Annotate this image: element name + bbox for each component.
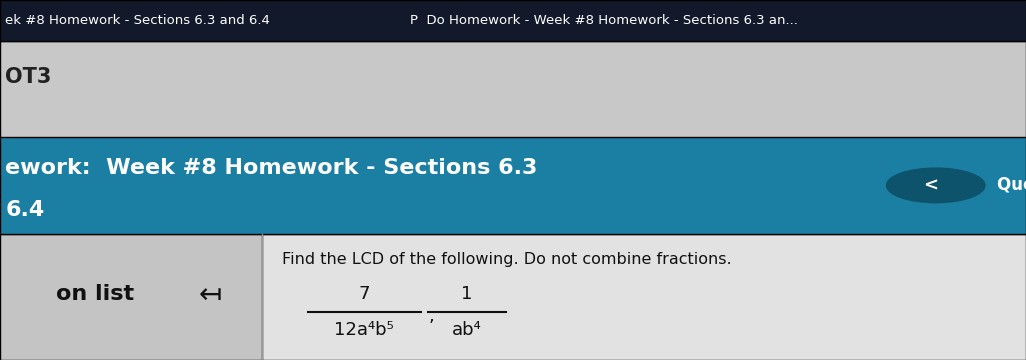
Text: <: < (923, 176, 938, 194)
Text: on list: on list (56, 284, 134, 305)
Text: ↤: ↤ (199, 280, 222, 309)
Text: ework:  Week #8 Homework - Sections 6.3: ework: Week #8 Homework - Sections 6.3 (5, 158, 538, 178)
FancyBboxPatch shape (0, 234, 262, 360)
Text: ab⁴: ab⁴ (452, 321, 481, 339)
Text: 12a⁴b⁵: 12a⁴b⁵ (334, 321, 394, 339)
Text: OT3: OT3 (5, 67, 51, 87)
Text: Question 3, 6: Question 3, 6 (997, 176, 1026, 194)
FancyBboxPatch shape (0, 137, 1026, 234)
Text: Find the LCD of the following. Do not combine fractions.: Find the LCD of the following. Do not co… (282, 252, 732, 267)
Text: 6.4: 6.4 (5, 200, 44, 220)
Text: ek #8 Homework - Sections 6.3 and 6.4: ek #8 Homework - Sections 6.3 and 6.4 (5, 14, 270, 27)
Circle shape (886, 168, 985, 203)
Text: ,: , (429, 307, 435, 325)
Text: P  Do Homework - Week #8 Homework - Sections 6.3 an...: P Do Homework - Week #8 Homework - Secti… (410, 14, 798, 27)
FancyBboxPatch shape (0, 234, 1026, 360)
FancyBboxPatch shape (0, 41, 1026, 360)
Text: 1: 1 (461, 285, 473, 303)
Text: 7: 7 (358, 285, 370, 303)
FancyBboxPatch shape (0, 0, 1026, 41)
